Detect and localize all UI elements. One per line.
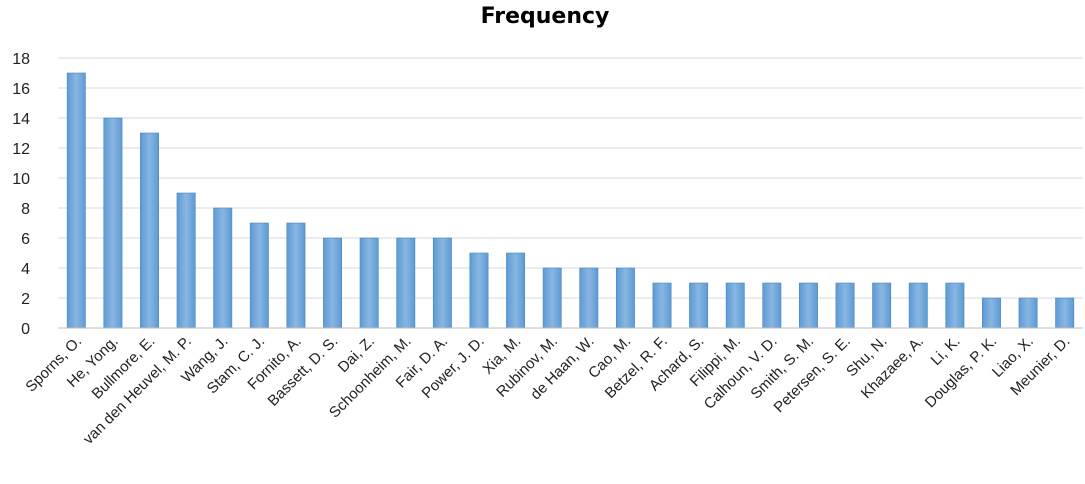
grid-lines bbox=[58, 57, 1083, 299]
bar bbox=[249, 222, 269, 329]
bar bbox=[542, 267, 562, 329]
bar bbox=[652, 282, 672, 329]
bar bbox=[945, 282, 965, 329]
bar bbox=[323, 237, 343, 329]
bar bbox=[469, 252, 489, 329]
y-tick-label: 0 bbox=[21, 321, 30, 338]
y-tick-label: 6 bbox=[21, 231, 30, 248]
bar bbox=[359, 237, 379, 329]
bar bbox=[615, 267, 635, 329]
bar bbox=[798, 282, 818, 329]
y-tick-label: 10 bbox=[12, 171, 30, 188]
bar bbox=[140, 132, 159, 329]
y-tick-label: 2 bbox=[21, 291, 30, 308]
bar bbox=[213, 207, 233, 329]
bar bbox=[396, 237, 416, 329]
bar bbox=[872, 282, 892, 329]
y-tick-label: 12 bbox=[12, 141, 30, 158]
y-tick-label: 18 bbox=[12, 51, 30, 68]
bar bbox=[689, 282, 709, 329]
y-tick-label: 4 bbox=[21, 261, 30, 278]
bar bbox=[982, 297, 1001, 329]
bars bbox=[66, 72, 1075, 329]
bar bbox=[579, 267, 599, 329]
bar bbox=[103, 117, 123, 329]
bar bbox=[286, 222, 306, 329]
chart-title: Frequency bbox=[481, 4, 610, 29]
bar bbox=[432, 237, 452, 329]
bar bbox=[176, 192, 196, 329]
bar bbox=[725, 282, 745, 329]
y-tick-label: 16 bbox=[12, 81, 30, 98]
bar bbox=[506, 252, 526, 329]
bar bbox=[908, 282, 928, 329]
x-axis-ticks: Sporns, O.He, Yong.Bullmore, E.van den H… bbox=[22, 333, 1073, 448]
bar bbox=[835, 282, 855, 329]
bar bbox=[1018, 297, 1038, 329]
y-axis-ticks: 0 2 4 6 8 10 12 14 16 18 bbox=[12, 51, 30, 338]
bar bbox=[66, 72, 86, 329]
bar bbox=[762, 282, 782, 329]
y-tick-label: 8 bbox=[21, 201, 30, 218]
bar bbox=[1055, 297, 1075, 329]
y-tick-label: 14 bbox=[12, 111, 30, 128]
